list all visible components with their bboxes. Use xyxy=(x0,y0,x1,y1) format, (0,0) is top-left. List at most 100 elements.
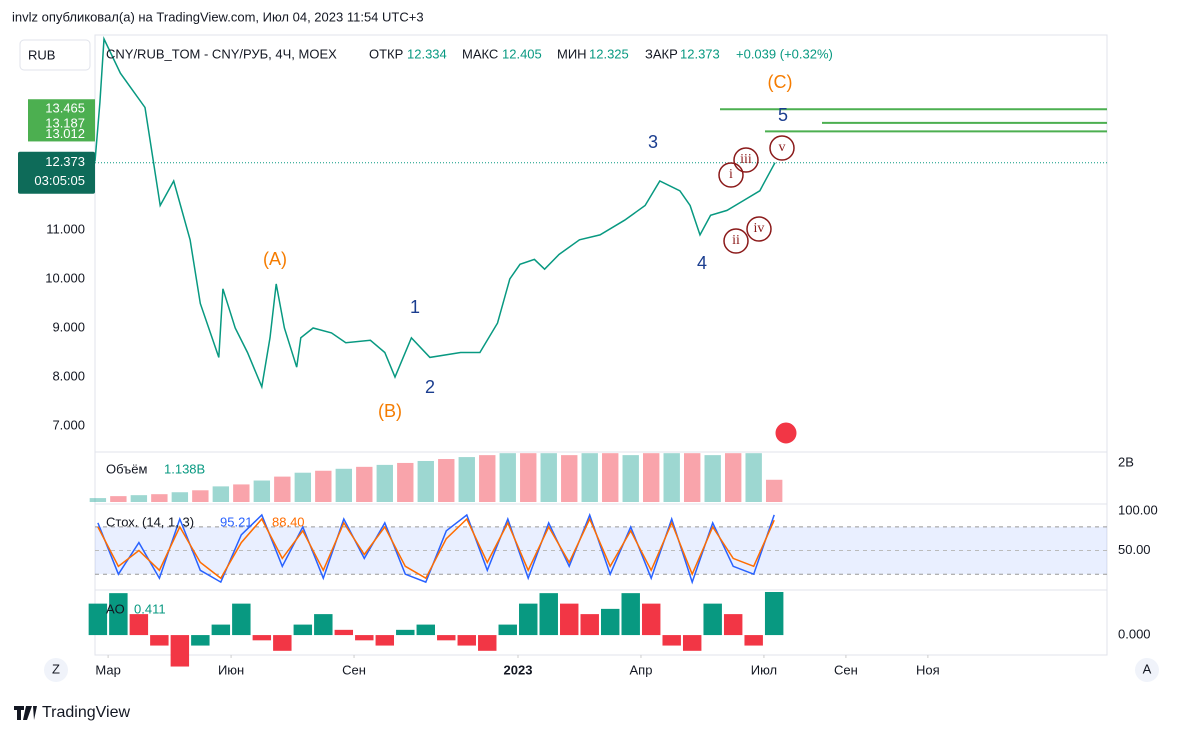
pane-title: Стох. (14, 1, 3) xyxy=(106,514,194,529)
ao-bar xyxy=(355,635,374,641)
auto-button[interactable] xyxy=(1135,658,1159,682)
ao-bar xyxy=(703,603,722,636)
pane-value: 0.411 xyxy=(134,601,166,616)
brand: TradingView xyxy=(42,704,130,721)
ao-bar xyxy=(723,614,743,636)
x-tick-label: Июл xyxy=(751,662,777,677)
stoch-line xyxy=(97,512,775,585)
zoom-button[interactable] xyxy=(44,658,68,682)
wave-label: 5 xyxy=(778,105,788,125)
volume-bar xyxy=(581,453,598,502)
volume-bar xyxy=(417,460,434,502)
pane-title: AO xyxy=(106,601,125,616)
volume-bar xyxy=(110,496,127,502)
ao-bar xyxy=(662,635,681,646)
wave-label: (C) xyxy=(768,72,793,92)
ao-bar xyxy=(621,593,640,636)
ao-bar xyxy=(273,635,292,651)
x-tick-label: Ноя xyxy=(916,662,940,677)
volume-bar xyxy=(704,455,721,502)
level-box xyxy=(28,99,95,142)
ao-bar xyxy=(252,635,272,641)
ao-bar xyxy=(744,635,763,646)
volume-bar xyxy=(724,453,742,502)
volume-bar xyxy=(89,498,107,502)
level-label: 13.012 xyxy=(45,126,85,141)
ao-bar xyxy=(396,629,415,636)
wave-label: iv xyxy=(754,221,765,236)
volume-bar xyxy=(233,484,250,502)
y-tick-label: 2B xyxy=(1118,454,1134,469)
legend-item: 12.373 xyxy=(680,46,720,61)
volume-bar xyxy=(274,476,291,502)
wave-label: 4 xyxy=(697,253,707,273)
ao-bar xyxy=(682,635,702,651)
ao-bar xyxy=(580,614,599,636)
pane-title: Объём xyxy=(106,461,147,476)
volume-bar xyxy=(151,494,168,502)
header: invlz опубликовал(а) на TradingView.com,… xyxy=(12,9,424,24)
wave-circle xyxy=(718,162,744,188)
ao-bar xyxy=(211,624,231,636)
legend-item: 12.325 xyxy=(589,46,629,61)
ao-bar xyxy=(191,635,210,646)
wave-label: (B) xyxy=(378,401,402,421)
ao-bar xyxy=(519,603,538,636)
wave-label: iii xyxy=(740,152,752,167)
wave-label: 2 xyxy=(425,377,435,397)
ao-bar xyxy=(560,603,579,636)
volume-bar xyxy=(458,457,475,502)
volume-bar xyxy=(397,462,414,502)
y-tick-label: 9.000 xyxy=(52,319,85,334)
volume-bar xyxy=(520,453,537,502)
pane-value: 1.138B xyxy=(164,461,205,476)
wave-label: i xyxy=(729,167,733,182)
wave-circle xyxy=(723,228,749,254)
logo-icon xyxy=(14,706,37,720)
volume-bar xyxy=(499,453,516,502)
volume-bar xyxy=(561,455,578,502)
ao-bar xyxy=(539,593,558,636)
ao-bar xyxy=(129,614,149,636)
flag-icon[interactable] xyxy=(772,419,800,447)
y-tick-label: 8.000 xyxy=(52,368,85,383)
legend-item: 12.405 xyxy=(502,46,542,61)
volume-bar xyxy=(765,479,783,502)
ao-bar xyxy=(478,635,497,651)
ao-bar xyxy=(232,603,251,636)
wave-label: ii xyxy=(732,233,740,248)
legend-item: ОТКР xyxy=(369,46,403,61)
ao-bar xyxy=(293,624,313,636)
auto-label: A xyxy=(1143,661,1152,676)
volume-bar xyxy=(684,453,701,502)
ao-bar xyxy=(764,591,784,636)
volume-bar xyxy=(479,455,496,502)
countdown: 03:05:05 xyxy=(34,173,85,188)
legend-item: ЗАКР xyxy=(645,46,678,61)
level-label: 13.187 xyxy=(45,115,85,130)
volume-bar xyxy=(663,453,680,502)
volume-bar xyxy=(253,480,271,502)
volume-bar xyxy=(171,492,189,502)
volume-bar xyxy=(335,468,352,502)
ao-bar xyxy=(641,603,661,636)
legend-item: МАКС xyxy=(462,46,498,61)
ao-bar xyxy=(109,593,128,636)
volume-bar xyxy=(622,455,639,502)
volume-bar xyxy=(438,459,455,502)
volume-bar xyxy=(540,453,557,502)
wave-label: 1 xyxy=(410,297,420,317)
ao-bar xyxy=(601,608,620,636)
x-tick-label: Июн xyxy=(218,662,244,677)
ao-bar xyxy=(437,635,456,641)
volume-bar xyxy=(130,495,148,502)
ao-bar xyxy=(334,629,354,636)
last-price: 12.373 xyxy=(45,154,85,169)
currency-box[interactable] xyxy=(19,39,91,71)
legend-item: 12.334 xyxy=(407,46,447,61)
currency: RUB xyxy=(28,47,55,62)
last-price-box xyxy=(18,151,95,194)
volume-bar xyxy=(212,486,230,502)
pane-value: 95.21 xyxy=(220,514,253,529)
y-tick-label: 50.00 xyxy=(1118,542,1151,557)
